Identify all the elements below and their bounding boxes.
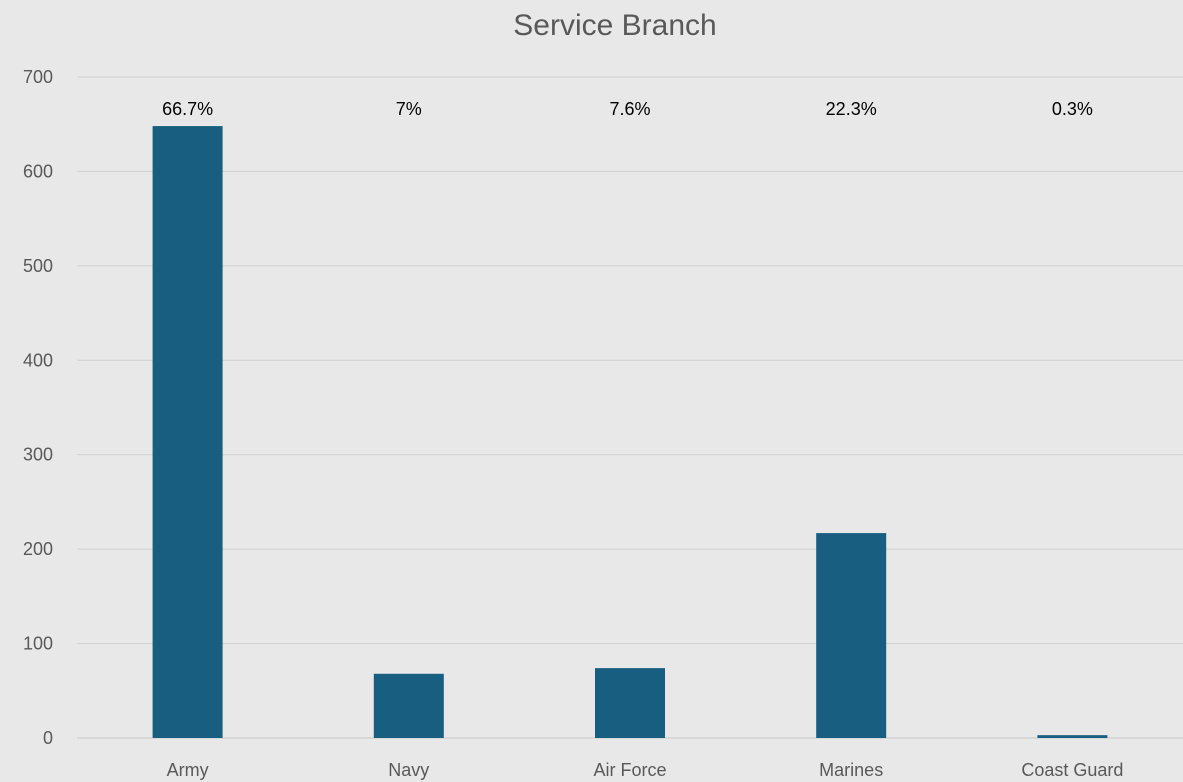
category-label: Navy xyxy=(388,760,429,780)
bar-navy xyxy=(373,673,444,738)
data-label: 7% xyxy=(396,99,422,119)
category-label: Air Force xyxy=(593,760,666,780)
bar-air-force xyxy=(595,668,665,738)
category-label: Marines xyxy=(819,760,883,780)
y-tick-label: 100 xyxy=(23,634,53,654)
y-tick-label: 300 xyxy=(23,445,53,465)
data-label: 22.3% xyxy=(826,99,877,119)
bar-coast-guard xyxy=(1037,735,1108,738)
bar-marines xyxy=(816,533,887,738)
x-axis-category-labels: Army Navy Air Force Marines Coast Guard xyxy=(167,760,1124,780)
category-label: Army xyxy=(167,760,209,780)
y-tick-label: 200 xyxy=(23,539,53,559)
chart-title: Service Branch xyxy=(513,9,716,42)
data-label: 0.3% xyxy=(1052,99,1093,119)
data-labels: 66.7% 7% 7.6% 22.3% 0.3% xyxy=(162,99,1093,119)
category-label: Coast Guard xyxy=(1021,760,1123,780)
y-axis-tick-labels: 0 100 200 300 400 500 600 700 xyxy=(23,67,53,748)
data-label: 66.7% xyxy=(162,99,213,119)
y-tick-label: 0 xyxy=(43,728,53,748)
gridlines xyxy=(77,76,1183,739)
bar-army xyxy=(152,126,223,739)
y-tick-label: 500 xyxy=(23,256,53,276)
bars xyxy=(152,126,1108,739)
y-tick-label: 600 xyxy=(23,161,53,181)
y-tick-label: 400 xyxy=(23,350,53,370)
data-label: 7.6% xyxy=(609,99,650,119)
y-tick-label: 700 xyxy=(23,67,53,87)
